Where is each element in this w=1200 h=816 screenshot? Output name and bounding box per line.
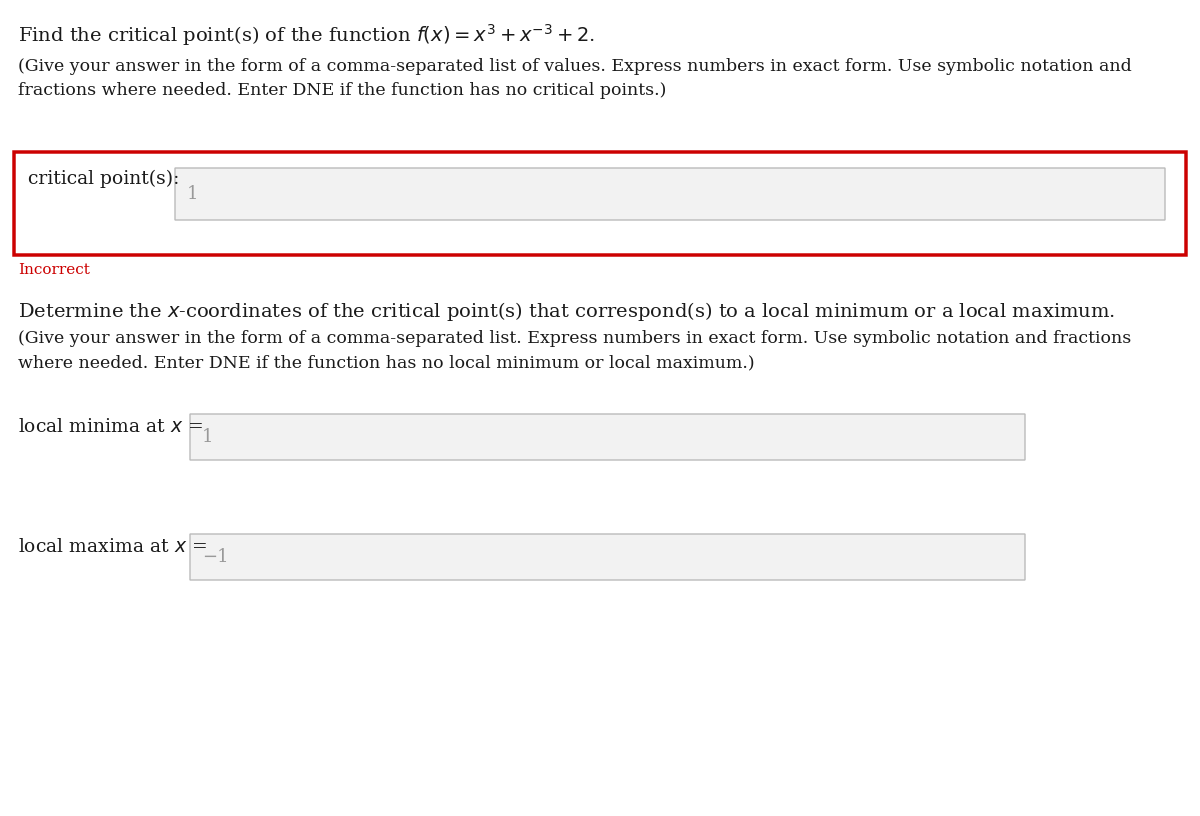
Text: −1: −1 (202, 548, 229, 566)
Text: (Give your answer in the form of a comma-separated list of values. Express numbe: (Give your answer in the form of a comma… (18, 58, 1132, 75)
Text: critical point(s):: critical point(s): (28, 170, 179, 188)
Text: Incorrect: Incorrect (18, 263, 90, 277)
Text: local maxima at $x$ =: local maxima at $x$ = (18, 538, 206, 556)
FancyBboxPatch shape (14, 152, 1186, 255)
Text: where needed. Enter DNE if the function has no local minimum or local maximum.): where needed. Enter DNE if the function … (18, 354, 755, 371)
Text: local minima at $x$ =: local minima at $x$ = (18, 418, 203, 436)
Text: 1: 1 (202, 428, 214, 446)
Text: 1: 1 (187, 185, 198, 203)
Text: fractions where needed. Enter DNE if the function has no critical points.): fractions where needed. Enter DNE if the… (18, 82, 666, 99)
FancyBboxPatch shape (175, 168, 1165, 220)
Text: (Give your answer in the form of a comma-separated list. Express numbers in exac: (Give your answer in the form of a comma… (18, 330, 1132, 347)
Text: Find the critical point(s) of the function $f(x) = x^3 + x^{-3} + 2$.: Find the critical point(s) of the functi… (18, 22, 595, 48)
FancyBboxPatch shape (190, 414, 1025, 460)
Text: Determine the $x$-coordinates of the critical point(s) that correspond(s) to a l: Determine the $x$-coordinates of the cri… (18, 300, 1115, 323)
FancyBboxPatch shape (190, 534, 1025, 580)
